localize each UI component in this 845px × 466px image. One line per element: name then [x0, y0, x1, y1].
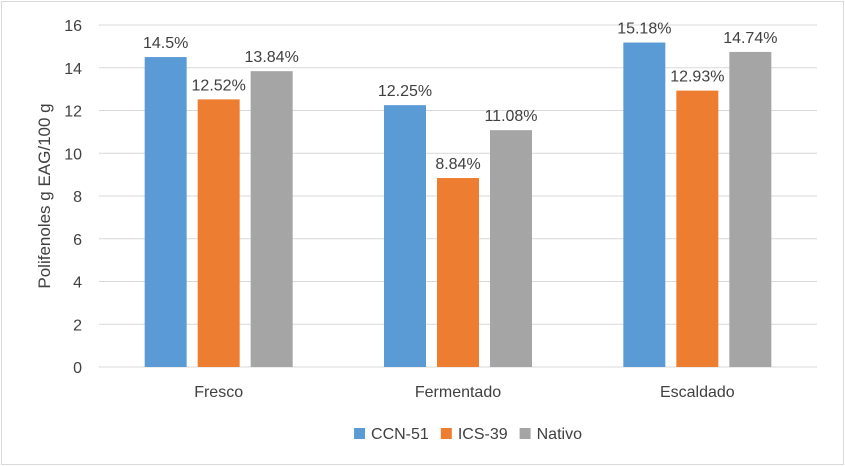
legend-swatch-ics-39 [440, 428, 452, 439]
data-label: 12.93% [670, 69, 724, 86]
y-tick-label: 4 [73, 275, 82, 292]
data-label: 8.84% [435, 156, 480, 173]
legend-swatch-ccn-51 [354, 428, 366, 439]
data-label: 15.18% [617, 21, 671, 38]
bar-ics-39 [676, 90, 719, 367]
y-tick-label: 6 [73, 232, 82, 249]
bar-ccn-51 [384, 105, 426, 367]
bar-ics-39 [197, 99, 240, 367]
y-tick-label: 14 [64, 61, 82, 78]
data-label: 12.25% [378, 83, 432, 100]
y-axis-title: Polifenoles g EAG/100 g [35, 103, 54, 288]
bar-nativo [250, 71, 293, 368]
y-tick-label: 10 [64, 146, 82, 163]
legend-label: CCN-51 [371, 426, 429, 443]
bar-nativo [490, 130, 532, 367]
y-tick-label: 2 [73, 317, 82, 334]
y-tick-label: 8 [73, 189, 82, 206]
data-label: 11.08% [484, 108, 537, 125]
legend-label: Nativo [537, 426, 582, 443]
data-label: 13.84% [245, 49, 299, 66]
x-tick-label: Fermentado [415, 384, 501, 401]
y-tick-label: 0 [73, 360, 82, 377]
x-tick-label: Escaldado [660, 384, 735, 401]
y-tick-label: 12 [64, 104, 82, 121]
bar-ics-39 [437, 178, 479, 367]
legend-label: ICS-39 [458, 426, 508, 443]
legend-swatch-nativo [519, 428, 531, 439]
bar-ccn-51 [144, 57, 187, 367]
data-label: 14.5% [143, 35, 188, 52]
y-tick-label: 16 [64, 18, 82, 35]
data-label: 14.74% [723, 30, 777, 47]
bar-ccn-51 [623, 42, 666, 368]
x-tick-label: Fresco [194, 384, 243, 401]
bar-nativo [729, 51, 772, 368]
data-label: 12.52% [192, 77, 246, 94]
